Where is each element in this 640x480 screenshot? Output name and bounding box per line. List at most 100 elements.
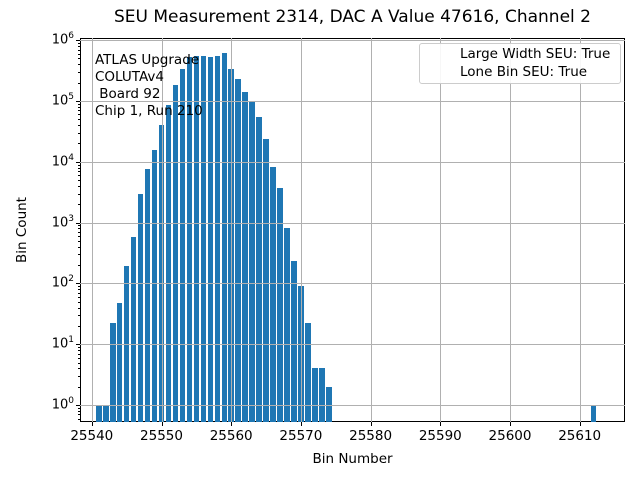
y-axis-tick	[76, 283, 80, 285]
y-axis-minor-tick	[77, 246, 80, 248]
histogram-bar	[270, 166, 276, 422]
x-tick-label: 25610	[558, 428, 602, 444]
histogram-bar	[172, 84, 179, 422]
x-gridline	[300, 38, 302, 422]
y-axis-minor-tick	[77, 376, 80, 377]
chart-title: SEU Measurement 2314, DAC A Value 47616,…	[114, 7, 591, 27]
histogram-bar	[193, 56, 200, 422]
histogram-bar	[235, 78, 241, 422]
y-gridline	[80, 283, 625, 285]
y-axis-label: Bin Count	[14, 197, 30, 263]
x-gridline	[231, 38, 233, 422]
annotation-line: COLUTAv4	[95, 69, 165, 85]
histogram-bar	[312, 368, 318, 422]
y-axis-minor-tick	[77, 386, 80, 388]
y-axis-minor-tick	[77, 132, 80, 134]
y-axis-minor-tick	[77, 307, 80, 309]
y-axis-minor-tick	[77, 236, 80, 237]
y-axis-tick	[76, 161, 80, 163]
annotation-line: ATLAS Upgrade	[95, 52, 200, 68]
histogram-bar	[144, 168, 151, 422]
y-tick-label: 100	[51, 396, 74, 413]
y-axis-minor-tick	[77, 325, 80, 327]
y-axis-minor-tick	[77, 42, 80, 44]
y-axis-minor-tick	[77, 180, 80, 181]
histogram-bar	[242, 92, 248, 422]
y-axis-minor-tick	[77, 357, 80, 359]
histogram-bar	[291, 261, 297, 422]
x-tick-label: 25540	[70, 428, 114, 444]
y-tick-label: 102	[51, 274, 74, 291]
annotation-text: ATLAS Upgrade COLUTAv4 Board 92 Chip 1, …	[95, 52, 203, 120]
y-axis-minor-tick	[77, 292, 80, 294]
x-gridline	[91, 38, 93, 422]
y-axis-minor-tick	[77, 368, 80, 370]
y-axis-minor-tick	[77, 49, 80, 51]
histogram-bar	[130, 237, 137, 422]
y-gridline	[80, 222, 625, 224]
histogram-bar	[326, 386, 332, 422]
y-axis-minor-tick	[77, 265, 80, 266]
x-axis-tick	[370, 422, 372, 426]
histogram-bar	[186, 56, 193, 422]
x-tick-label: 25600	[488, 428, 532, 444]
y-axis-minor-tick	[77, 164, 80, 166]
x-axis-tick	[91, 422, 93, 426]
y-axis-minor-tick	[77, 286, 80, 288]
y-axis-minor-tick	[77, 350, 80, 351]
y-axis-minor-tick	[77, 204, 80, 206]
y-axis-minor-tick	[77, 362, 80, 364]
histogram-bar	[179, 69, 186, 422]
x-gridline	[579, 38, 581, 422]
y-axis-minor-tick	[77, 82, 80, 84]
y-axis-tick	[76, 40, 80, 41]
x-axis-tick	[161, 422, 163, 426]
x-tick-label: 25580	[349, 428, 393, 444]
y-axis-minor-tick	[77, 231, 80, 233]
y-axis-minor-tick	[77, 103, 80, 105]
y-tick-label: 105	[51, 91, 74, 109]
legend-color-patch	[427, 58, 451, 69]
y-axis-minor-tick	[77, 225, 80, 227]
histogram-bar	[165, 104, 172, 422]
y-axis-minor-tick	[77, 315, 80, 317]
y-axis-minor-tick	[77, 353, 80, 355]
x-tick-label: 25590	[418, 428, 462, 444]
y-axis-minor-tick	[77, 175, 80, 177]
y-axis-minor-tick	[77, 296, 80, 298]
x-gridline	[370, 38, 372, 422]
y-axis-tick	[76, 222, 80, 224]
y-axis-minor-tick	[77, 125, 80, 127]
legend-label-large-width-seu: Large Width SEU: True	[460, 45, 611, 62]
histogram-bar	[200, 56, 207, 422]
y-axis-minor-tick	[77, 228, 80, 230]
y-axis-minor-tick	[77, 418, 80, 420]
y-axis-tick	[76, 344, 80, 346]
y-tick-label: 103	[51, 213, 74, 230]
y-axis-minor-tick	[77, 106, 80, 108]
y-axis-minor-tick	[77, 114, 80, 116]
histogram-bar	[137, 193, 144, 422]
histogram-bar	[277, 188, 283, 422]
legend: Large Width SEU: True Lone Bin SEU: True	[419, 43, 621, 84]
histogram-bar	[256, 116, 262, 422]
y-axis-minor-tick	[77, 193, 80, 195]
histogram-bar	[96, 405, 102, 422]
x-axis-label: Bin Number	[312, 451, 393, 467]
y-gridline	[80, 344, 625, 346]
y-gridline	[80, 161, 625, 163]
y-axis-minor-tick	[77, 289, 80, 291]
y-axis-minor-tick	[77, 171, 80, 173]
y-axis-minor-tick	[77, 407, 80, 409]
y-axis-tick	[76, 100, 80, 102]
histogram-bar	[207, 56, 214, 422]
y-axis-tick	[76, 405, 80, 406]
y-axis-minor-tick	[77, 64, 80, 66]
y-axis-minor-tick	[77, 185, 80, 187]
histogram-bar	[305, 323, 311, 422]
x-gridline	[161, 38, 163, 422]
y-axis-minor-tick	[77, 254, 80, 256]
x-axis-tick	[440, 422, 442, 426]
